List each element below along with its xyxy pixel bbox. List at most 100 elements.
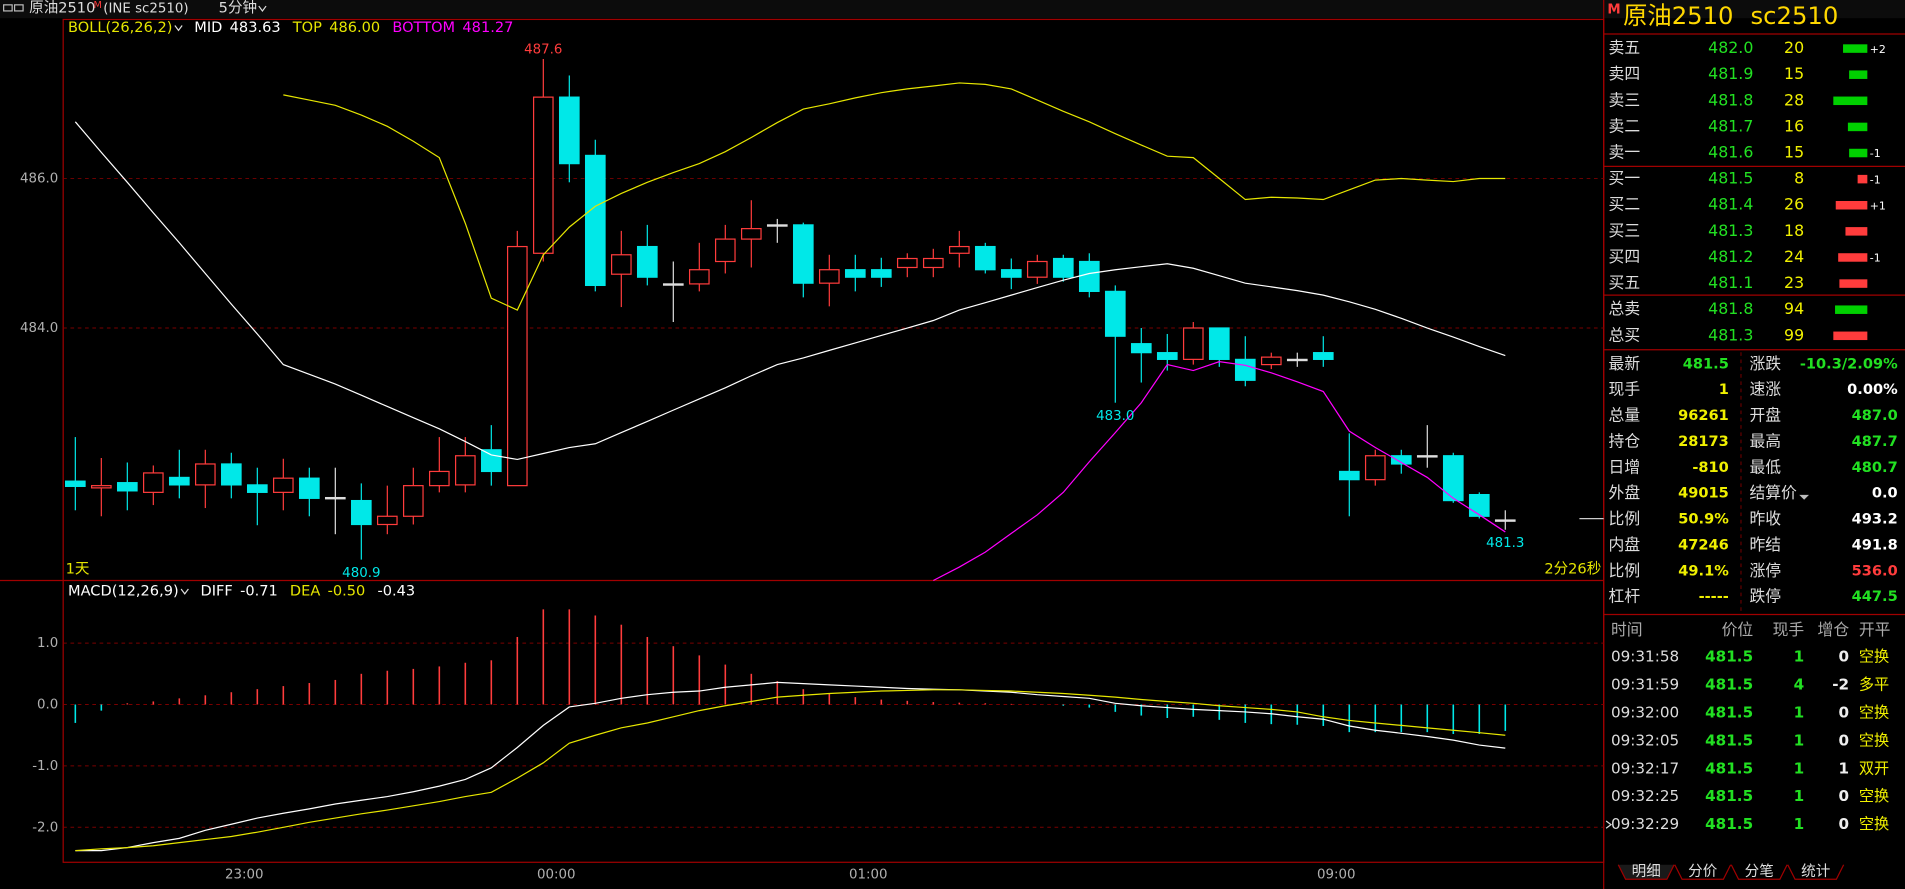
macd-line	[75, 689, 1506, 852]
candle-body	[714, 238, 736, 263]
legend-text: 481.27	[462, 19, 513, 36]
book-volume: 99	[1784, 325, 1804, 344]
trade-cell: 0	[1839, 815, 1850, 833]
stat-label: 结算价	[1749, 483, 1797, 502]
tab[interactable]	[1730, 864, 1788, 880]
trade-cell: 09:32:17	[1611, 759, 1679, 777]
stat-value: 96261	[1678, 407, 1729, 424]
trade-cell: 空换	[1859, 787, 1889, 805]
candle-body	[246, 484, 268, 493]
stat-label: 昨收	[1749, 509, 1781, 528]
candle-body	[324, 496, 346, 500]
y-tick-label: 484.0	[20, 321, 58, 336]
stat-label: 日增	[1609, 457, 1641, 476]
candle-body	[870, 269, 892, 278]
book-label: 买五	[1609, 273, 1641, 292]
candle-body	[1468, 493, 1490, 517]
legend-text: BOTTOM	[392, 19, 455, 36]
candle-body	[688, 269, 710, 285]
volume-bar	[1835, 305, 1868, 314]
candle-body	[1338, 470, 1360, 481]
book-label: 买二	[1609, 195, 1641, 214]
candle-body	[948, 245, 970, 254]
book-label: 买一	[1609, 169, 1641, 188]
trade-cell: 双开	[1859, 759, 1889, 777]
candle-body	[1052, 257, 1074, 278]
dropdown-arrow	[1799, 494, 1809, 500]
stat-label: 涨跌	[1749, 354, 1781, 373]
trade-cell: -2	[1832, 675, 1849, 693]
legend-text: TOP	[292, 19, 322, 36]
candle-body	[974, 245, 996, 271]
menu-icon[interactable]	[13, 4, 24, 12]
tab-label[interactable]: 统计	[1801, 863, 1830, 880]
y-tick-label: 1.0	[37, 636, 58, 651]
book-volume: 23	[1784, 273, 1804, 292]
candle-body	[402, 485, 424, 517]
trade-cell: 0	[1839, 648, 1850, 666]
legend-text: 483.63	[230, 19, 281, 36]
candle-body	[1442, 455, 1464, 502]
tab[interactable]	[1674, 864, 1732, 880]
legend-text: DIFF	[201, 582, 233, 599]
candle-body	[1208, 327, 1230, 360]
tab-label[interactable]: 分笔	[1745, 863, 1774, 880]
tab[interactable]	[1787, 864, 1845, 880]
tab-label[interactable]: 分价	[1688, 863, 1718, 880]
volume-bar	[1838, 253, 1868, 262]
stat-value: 47246	[1678, 536, 1729, 553]
boll-line	[933, 361, 1506, 582]
stat-value: 50.9%	[1678, 511, 1729, 528]
stat-label: 内盘	[1609, 535, 1641, 554]
trade-cell: 481.5	[1705, 759, 1753, 777]
trade-cell: 0	[1839, 787, 1850, 805]
menu-icon[interactable]	[3, 4, 13, 12]
trade-cell: 09:31:58	[1611, 648, 1679, 666]
candle-body	[376, 515, 398, 526]
price-annotation: 481.3	[1486, 536, 1524, 551]
book-price: 481.7	[1708, 116, 1753, 135]
symbol-code: (INE sc2510)	[103, 2, 188, 17]
book-volume: 16	[1784, 116, 1804, 135]
candle-body	[636, 245, 658, 278]
candle-body	[662, 283, 684, 286]
trade-cell: 09:32:29	[1611, 815, 1679, 833]
candle-body	[1494, 519, 1516, 522]
candle-body	[1156, 352, 1178, 360]
trade-cell: 481.5	[1705, 731, 1753, 749]
boll-line	[74, 121, 1506, 461]
stat-value: 0.0	[1872, 485, 1898, 502]
stat-value: 487.7	[1852, 433, 1898, 450]
candle-body	[1234, 358, 1256, 381]
candle-body	[116, 482, 138, 492]
trade-cell: 481.5	[1705, 675, 1753, 693]
candle-body	[1078, 260, 1100, 292]
tab[interactable]	[1617, 864, 1675, 880]
book-price: 481.6	[1708, 143, 1753, 162]
legend-text: -0.71	[240, 582, 278, 599]
tab-label[interactable]: 明细	[1632, 863, 1661, 880]
trade-cell: 1	[1794, 703, 1805, 721]
trade-cell: 09:32:05	[1611, 731, 1679, 749]
trade-cell: 空换	[1859, 648, 1889, 666]
price-annotation: 487.6	[524, 42, 562, 57]
book-volume: 15	[1784, 143, 1804, 162]
candle-body	[1364, 455, 1386, 481]
candle-body	[1104, 290, 1126, 337]
book-label: 总卖	[1609, 299, 1641, 318]
stat-label: 持仓	[1609, 431, 1641, 450]
stat-label: 开盘	[1749, 406, 1781, 425]
book-label: 卖一	[1609, 143, 1641, 162]
legend-text: BOLL(26,26,2)	[68, 19, 172, 36]
stat-value: 49015	[1678, 485, 1729, 502]
stat-label: 最低	[1749, 457, 1781, 476]
stat-label: 最新	[1609, 354, 1641, 373]
trade-header: 开平	[1859, 620, 1891, 639]
book-price: 481.4	[1708, 195, 1753, 214]
candle-body	[818, 269, 840, 284]
book-price: 481.5	[1708, 169, 1753, 188]
boll-line	[283, 82, 1506, 311]
period[interactable]: 5分钟	[219, 0, 257, 16]
